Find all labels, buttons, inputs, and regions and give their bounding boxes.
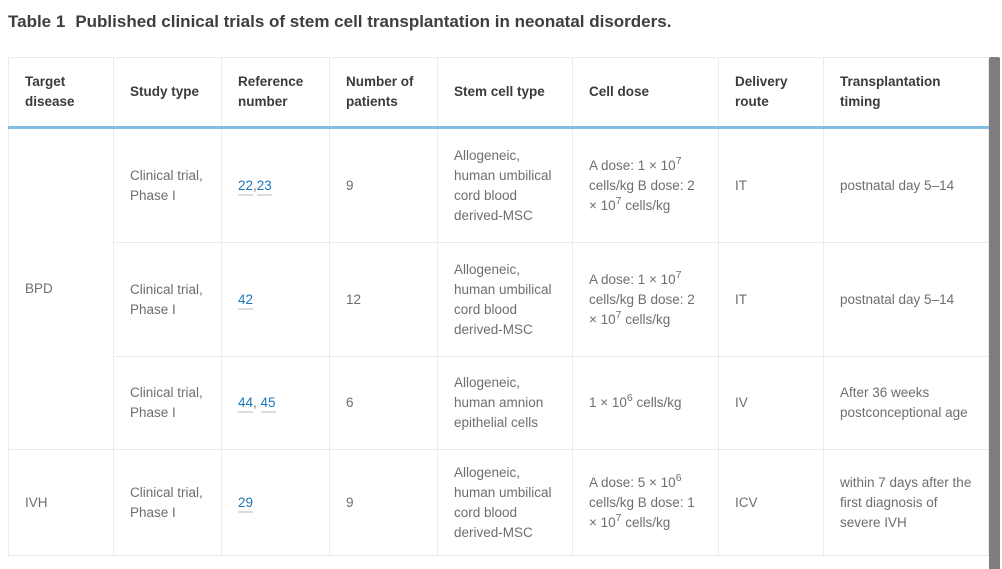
header-row: Target disease Study type Reference number… xyxy=(8,57,989,129)
clinical-trials-table: Target disease Study type Reference number… xyxy=(8,57,989,556)
column-header: Study type xyxy=(113,57,222,129)
study-type-cell: Clinical trial, Phase I xyxy=(113,356,222,450)
timing-cell: postnatal day 5–14 xyxy=(823,242,989,357)
reference-cell: 42 xyxy=(221,242,330,357)
dose-text: 1 × 10 xyxy=(589,395,627,410)
study-type-cell: Clinical trial, Phase I xyxy=(113,242,222,357)
reference-link[interactable]: 23 xyxy=(256,177,272,196)
column-header: Transplantation timing xyxy=(823,57,989,129)
cell-dose-cell: A dose: 5 × 106 cells/kg B dose: 1 × 107… xyxy=(572,449,719,556)
column-header: Stem cell type xyxy=(437,57,573,129)
dose-exponent: 7 xyxy=(675,268,682,281)
dose-text: A dose: 5 × 10 xyxy=(589,474,676,490)
dose-text: cells/kg xyxy=(621,197,671,213)
dose-text: cells/kg xyxy=(621,514,671,530)
cell-dose-cell: 1 × 106 cells/kg xyxy=(572,356,719,450)
delivery-route-cell: IV xyxy=(718,356,824,450)
dose-text: A dose: 1 × 10 xyxy=(589,157,676,173)
delivery-route-cell: ICV xyxy=(718,449,824,556)
table-caption: Published clinical trials of stem cell t… xyxy=(75,12,672,31)
table-body: BPD Clinical trial, Phase I 22,23 9 Allogene… xyxy=(8,127,989,556)
patients-cell: 9 xyxy=(329,449,438,556)
dose-exponent: 7 xyxy=(675,154,682,167)
dose-text: cells/kg B dose: 2 × 10 xyxy=(589,177,695,213)
timing-cell: After 36 weeks postconceptional age xyxy=(823,356,989,450)
dose-text: cells/kg B dose: 2 × 10 xyxy=(589,291,695,327)
dose-text: A dose: 1 × 10 xyxy=(589,271,676,287)
reference-cell: 44, 45 xyxy=(221,356,330,450)
column-header: Number of patients xyxy=(329,57,438,129)
dose-exponent: 6 xyxy=(626,392,633,404)
stem-cell-type-cell: Allogeneic, human amnion epithelial cell… xyxy=(437,356,573,450)
dose-exponent: 7 xyxy=(615,194,622,207)
reference-link[interactable]: 44 xyxy=(238,395,254,413)
reference-cell: 22,23 xyxy=(221,127,330,243)
reference-link[interactable]: 22 xyxy=(238,177,254,196)
vertical-scrollbar-thumb[interactable] xyxy=(989,57,1000,569)
column-header: Target disease xyxy=(8,57,114,129)
study-type-cell: Clinical trial, Phase I xyxy=(113,449,222,556)
dose-exponent: 7 xyxy=(615,511,622,524)
column-header: Delivery route xyxy=(718,57,824,129)
dose-text: cells/kg xyxy=(621,311,671,327)
reference-link[interactable]: 45 xyxy=(260,395,276,413)
table-row: IVH Clinical trial, Phase I 29 9 Allogeneic,… xyxy=(8,449,989,556)
cell-dose-cell: A dose: 1 × 107 cells/kg B dose: 2 × 107… xyxy=(572,127,719,243)
reference-link[interactable]: 42 xyxy=(238,291,254,310)
column-header: Cell dose xyxy=(572,57,719,129)
dose-text: cells/kg B dose: 1 × 10 xyxy=(589,494,695,530)
stem-cell-type-cell: Allogeneic, human umbilical cord blood d… xyxy=(437,242,573,357)
column-header: Reference number xyxy=(221,57,330,129)
dose-exponent: 7 xyxy=(615,308,622,321)
target-disease-cell: IVH xyxy=(8,449,114,556)
stem-cell-type-cell: Allogeneic, human umbilical cord blood d… xyxy=(437,449,573,556)
cell-dose-cell: A dose: 1 × 107 cells/kg B dose: 2 × 107… xyxy=(572,242,719,357)
timing-cell: postnatal day 5–14 xyxy=(823,127,989,243)
reference-link[interactable]: 29 xyxy=(238,494,254,513)
table-row: Clinical trial, Phase I 44, 45 6 Allogeneic… xyxy=(9,356,989,450)
target-disease-cell: BPD xyxy=(8,127,114,450)
dose-exponent: 6 xyxy=(675,471,682,484)
dose-text: cells/kg xyxy=(632,395,682,410)
table-row: Clinical trial, Phase I 42 12 Allogeneic, h… xyxy=(9,242,989,357)
patients-cell: 9 xyxy=(329,127,438,243)
stem-cell-type-cell: Allogeneic, human umbilical cord blood d… xyxy=(437,127,573,243)
study-type-cell: Clinical trial, Phase I xyxy=(113,127,222,243)
timing-cell: within 7 days after the first diagnosis … xyxy=(823,449,989,556)
table-row: BPD Clinical trial, Phase I 22,23 9 Allogene… xyxy=(8,127,989,450)
patients-cell: 6 xyxy=(329,356,438,450)
table-number-label: Table 1 xyxy=(8,12,66,31)
delivery-route-cell: IT xyxy=(718,127,824,243)
delivery-route-cell: IT xyxy=(718,242,824,357)
table-title: Table 1 Published clinical trials of stem… xyxy=(8,11,671,33)
reference-cell: 29 xyxy=(221,449,330,556)
patients-cell: 12 xyxy=(329,242,438,357)
